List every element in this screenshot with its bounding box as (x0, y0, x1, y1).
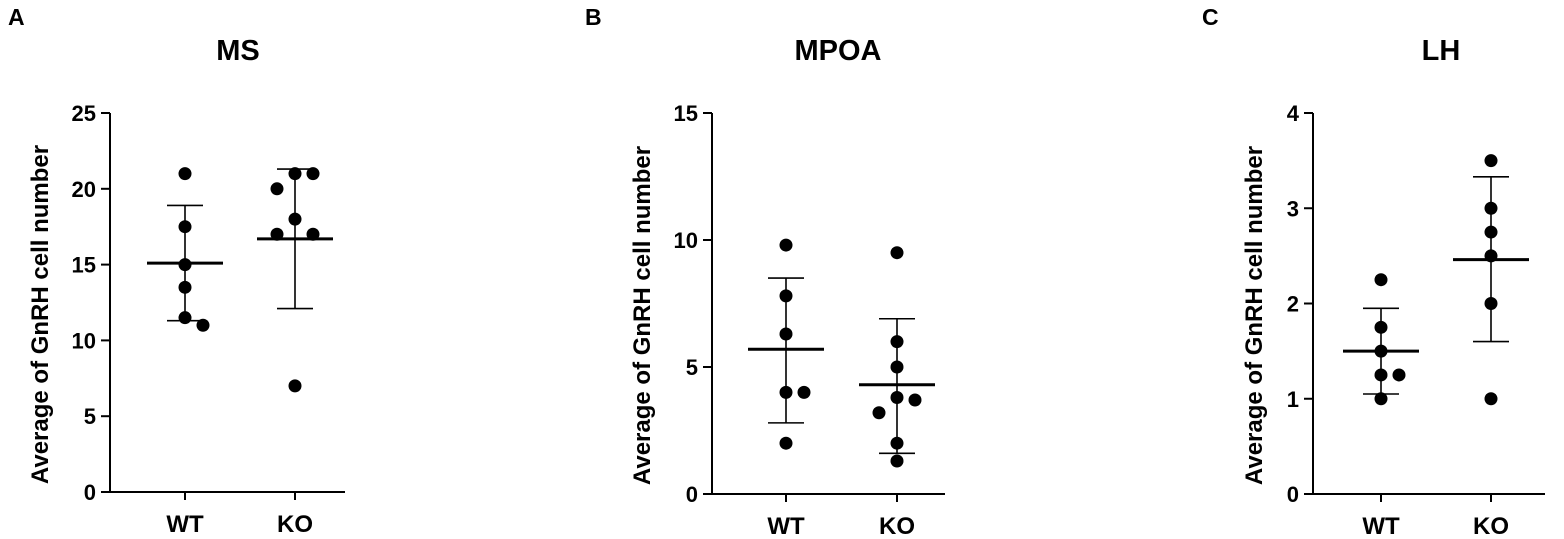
y-axis-title: Average of GnRH cell number (1241, 146, 1268, 485)
data-point (1484, 392, 1498, 406)
y-tick-label: 10 (674, 228, 698, 253)
x-tick-label: KO (879, 513, 915, 539)
chart-panel-c: C LH Average of GnRH cell number 0 1 2 3 4 WT KO (1202, 4, 1545, 539)
data-point (1374, 344, 1388, 358)
data-point (270, 227, 284, 241)
y-tick-label: 2 (1287, 292, 1299, 317)
data-point (890, 335, 904, 349)
panel-letter: A (8, 4, 25, 30)
group-wt (1343, 273, 1419, 406)
data-point (1484, 297, 1498, 310)
data-point (178, 258, 192, 272)
data-point (779, 327, 793, 341)
data-point (1484, 201, 1498, 215)
data-point (797, 385, 811, 399)
x-tick-label: WT (767, 513, 805, 539)
y-axis-title: Average of GnRH cell number (629, 146, 656, 485)
data-point (288, 379, 302, 393)
data-point (178, 311, 192, 325)
x-tick-label: KO (1473, 513, 1509, 539)
group-wt (147, 167, 223, 332)
data-point (1392, 368, 1406, 382)
data-point (306, 227, 320, 241)
data-point (306, 167, 320, 181)
data-point (270, 182, 284, 196)
chart-title: MPOA (795, 35, 882, 67)
chart-title: LH (1422, 35, 1461, 67)
data-point (890, 390, 904, 404)
group-wt (748, 238, 824, 450)
chart-panel-a: A MS Average of GnRH cell number 0 5 10 15 20 25… (8, 4, 345, 538)
x-tick-label: WT (1362, 513, 1400, 539)
y-tick-label: 3 (1287, 196, 1299, 221)
y-tick-label: 15 (674, 101, 698, 126)
y-tick-label: 4 (1287, 101, 1300, 126)
data-point (1374, 392, 1388, 406)
data-point (178, 280, 192, 294)
data-point (1484, 154, 1498, 168)
x-tick-label: WT (166, 511, 204, 538)
group-ko (859, 246, 935, 468)
data-point (908, 393, 922, 407)
data-point (288, 167, 302, 181)
data-point (779, 238, 793, 252)
y-tick-label: 15 (72, 253, 96, 278)
data-point (1374, 368, 1388, 382)
y-tick-label: 0 (1287, 482, 1299, 507)
data-point (779, 289, 793, 303)
group-ko (257, 167, 333, 393)
y-tick-label: 1 (1287, 387, 1299, 412)
data-point (890, 436, 904, 450)
data-point (779, 385, 793, 399)
y-tick-label: 0 (84, 480, 96, 505)
data-point (1374, 273, 1388, 287)
data-point (1374, 320, 1388, 334)
y-tick-label: 5 (84, 404, 96, 429)
data-point (890, 246, 904, 260)
y-axis-title: Average of GnRH cell number (27, 145, 54, 484)
chart-panel-b: B MPOA Average of GnRH cell number 0 5 10 15 WT… (585, 4, 945, 539)
y-tick-label: 25 (72, 101, 96, 126)
panel-letter: B (585, 4, 602, 30)
data-point (1484, 225, 1498, 239)
data-point (288, 212, 302, 226)
data-point (178, 220, 192, 234)
y-tick-label: 0 (686, 482, 698, 507)
group-ko (1453, 154, 1529, 406)
data-point (872, 406, 886, 420)
panel-letter: C (1202, 4, 1219, 30)
y-tick-label: 20 (72, 177, 96, 202)
data-point (1484, 249, 1498, 263)
data-point (890, 454, 904, 468)
data-point (178, 167, 192, 181)
x-tick-label: KO (277, 511, 313, 538)
y-tick-label: 10 (72, 328, 96, 353)
data-point (890, 360, 904, 374)
data-point (779, 436, 793, 450)
y-tick-label: 5 (686, 355, 698, 380)
chart-title: MS (216, 35, 260, 67)
data-point (196, 318, 210, 332)
